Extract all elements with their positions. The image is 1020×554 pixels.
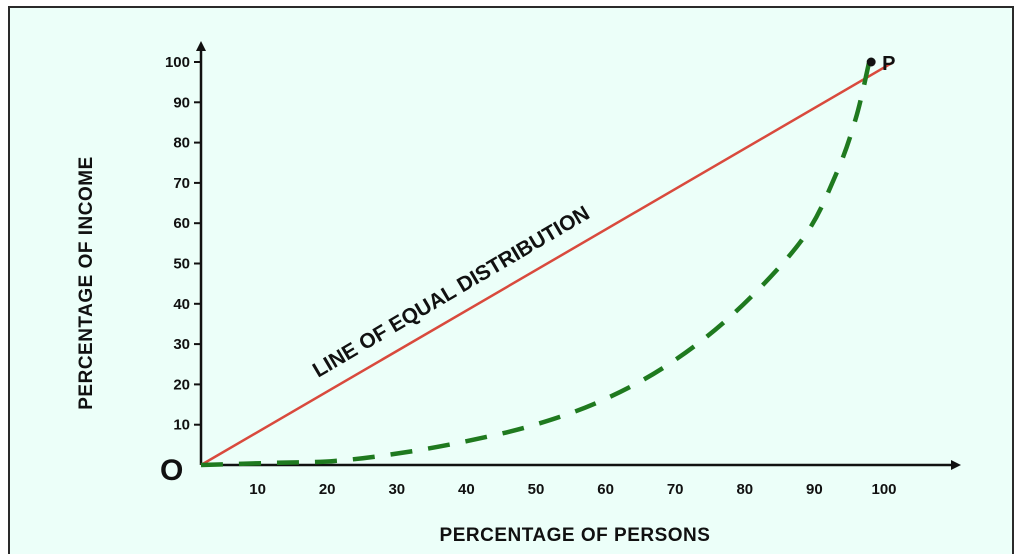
x-tick-label: 100 (871, 481, 896, 498)
y-tick-label: 50 (173, 256, 190, 273)
x-tick-label: 60 (597, 481, 614, 498)
x-tick-label: 30 (388, 481, 405, 498)
point-p-marker (866, 57, 876, 67)
y-tick-label: 40 (173, 296, 190, 313)
x-tick-label: 80 (736, 481, 753, 498)
x-tick-label: 20 (319, 481, 336, 498)
point-p-label: P (882, 53, 895, 75)
x-axis-title: PERCENTAGE OF PERSONS (440, 525, 711, 546)
x-tick-label: 70 (667, 481, 684, 498)
x-tick-label: 90 (806, 481, 823, 498)
equal-distribution-line (200, 60, 895, 467)
y-tick-label: 90 (173, 94, 190, 111)
y-tick-label: 100 (165, 54, 190, 71)
chart-frame (8, 6, 1014, 554)
lorenz-curve (200, 61, 872, 468)
x-tick-label: 40 (458, 481, 475, 498)
equal-distribution-label: LINE OF EQUAL DISTRIBUTION (309, 202, 594, 383)
axes (196, 41, 961, 470)
series-group (200, 57, 895, 468)
y-tick-label: 60 (173, 215, 190, 232)
y-tick-label: 20 (173, 376, 190, 393)
y-axis-title: PERCENTAGE OF INCOME (76, 156, 97, 410)
y-tick-label: 70 (173, 175, 190, 192)
y-tick-label: 80 (173, 135, 190, 152)
x-tick-label: 50 (528, 481, 545, 498)
y-tick-label: 30 (173, 336, 190, 353)
x-tick-label: 10 (249, 481, 266, 498)
origin-label: O (160, 454, 183, 487)
ticks: 10 20 30 40 50 60 70 80 90 100 10 20 30 40 50 60 70 80 90 1… (165, 54, 897, 498)
y-tick-label: 10 (173, 417, 190, 434)
